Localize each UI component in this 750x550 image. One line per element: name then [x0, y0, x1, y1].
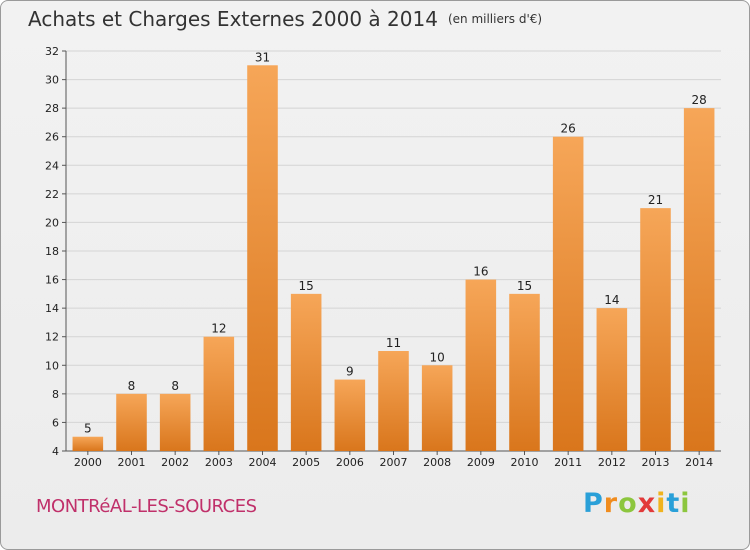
y-tick-label: 18	[45, 245, 59, 258]
unit-label: (en milliers d'€)	[447, 12, 543, 26]
x-tick-label-2000: 2000	[74, 456, 102, 469]
title-text: Achats et Charges Externes 2000 à 2014	[28, 7, 438, 31]
x-tick-label-2004: 2004	[249, 456, 277, 469]
bar-2004	[247, 65, 278, 452]
axes: 4 6 8 10 12 14 16 18 20 22 24 26 28 30 32 2000 2001 2002 2…	[45, 45, 721, 469]
y-tick-label: 32	[45, 45, 59, 58]
value-label-2002: 8	[171, 379, 179, 393]
value-label-2012: 14	[604, 293, 619, 307]
bar-2014	[683, 108, 715, 452]
bar-2008	[421, 365, 453, 451]
x-tick-label-2008: 2008	[423, 456, 451, 469]
bar-2005	[290, 293, 322, 451]
value-label-2006: 9	[346, 365, 354, 379]
bar-2011	[552, 136, 584, 451]
y-tick-label: 16	[45, 274, 59, 287]
y-tick-label: 30	[45, 74, 59, 87]
value-label-2007: 11	[386, 336, 401, 350]
x-tick-label-2001: 2001	[118, 456, 146, 469]
bar-2000	[72, 436, 104, 451]
logo-letter: P	[583, 488, 604, 519]
x-tick-label-2006: 2006	[336, 456, 364, 469]
x-tick-label-2003: 2003	[205, 456, 233, 469]
value-label-2010: 15	[517, 279, 532, 293]
bar-2007	[378, 351, 409, 451]
y-tick-label: 10	[45, 359, 59, 372]
logo-letter: x	[637, 488, 657, 519]
city-name: MONTRéAL-LES-SOURCES	[36, 496, 257, 517]
logo-letter: o	[618, 488, 638, 519]
bar-2003	[203, 336, 235, 451]
x-tick-label-2005: 2005	[292, 456, 320, 469]
logo-letter: i	[656, 488, 667, 519]
value-label-2014: 28	[692, 93, 707, 107]
bar-2002	[159, 393, 191, 451]
y-tick-label: 14	[45, 302, 59, 315]
proxiti-logo: Proxiti	[583, 488, 691, 519]
y-tick-label: 12	[45, 331, 59, 344]
x-tick-label-2009: 2009	[467, 456, 495, 469]
value-label-2001: 8	[128, 379, 136, 393]
y-tick-label: 26	[45, 131, 59, 144]
bar-2010	[509, 293, 540, 451]
x-tick-label-2010: 2010	[511, 456, 539, 469]
chart-title: Achats et Charges Externes 2000 à 2014 (e…	[28, 7, 542, 31]
y-tick-label: 8	[52, 388, 59, 401]
y-tick-label: 24	[45, 159, 59, 172]
value-label-2004: 31	[255, 50, 270, 64]
bar-2013	[640, 208, 671, 451]
x-tick-label-2011: 2011	[554, 456, 582, 469]
y-tick-label: 4	[52, 445, 59, 458]
bar-2001	[116, 393, 147, 451]
x-tick-label-2014: 2014	[685, 456, 713, 469]
value-labels: 5 8 8 12 31 15 9 11 10 16 15 26 14 21 28	[84, 50, 707, 435]
logo-letter: r	[603, 488, 619, 519]
y-tick-label: 6	[52, 416, 59, 429]
value-label-2000: 5	[84, 422, 92, 436]
y-tick-label: 22	[45, 188, 59, 201]
x-tick-label-2012: 2012	[598, 456, 626, 469]
value-label-2003: 12	[211, 322, 226, 336]
y-tick-label: 28	[45, 102, 59, 115]
value-label-2008: 10	[430, 350, 445, 364]
logo-letter: i	[680, 488, 691, 519]
value-label-2005: 15	[299, 279, 314, 293]
bars	[72, 65, 715, 452]
y-tick-label: 20	[45, 216, 59, 229]
bar-2009	[465, 279, 497, 451]
value-label-2009: 16	[473, 265, 488, 279]
value-label-2013: 21	[648, 193, 663, 207]
x-tick-label-2007: 2007	[380, 456, 408, 469]
logo-letter: t	[666, 488, 681, 519]
bar-2012	[596, 308, 628, 451]
x-tick-label-2013: 2013	[642, 456, 670, 469]
value-label-2011: 26	[561, 122, 576, 136]
x-tick-label-2002: 2002	[161, 456, 189, 469]
bar-2006	[334, 379, 366, 451]
